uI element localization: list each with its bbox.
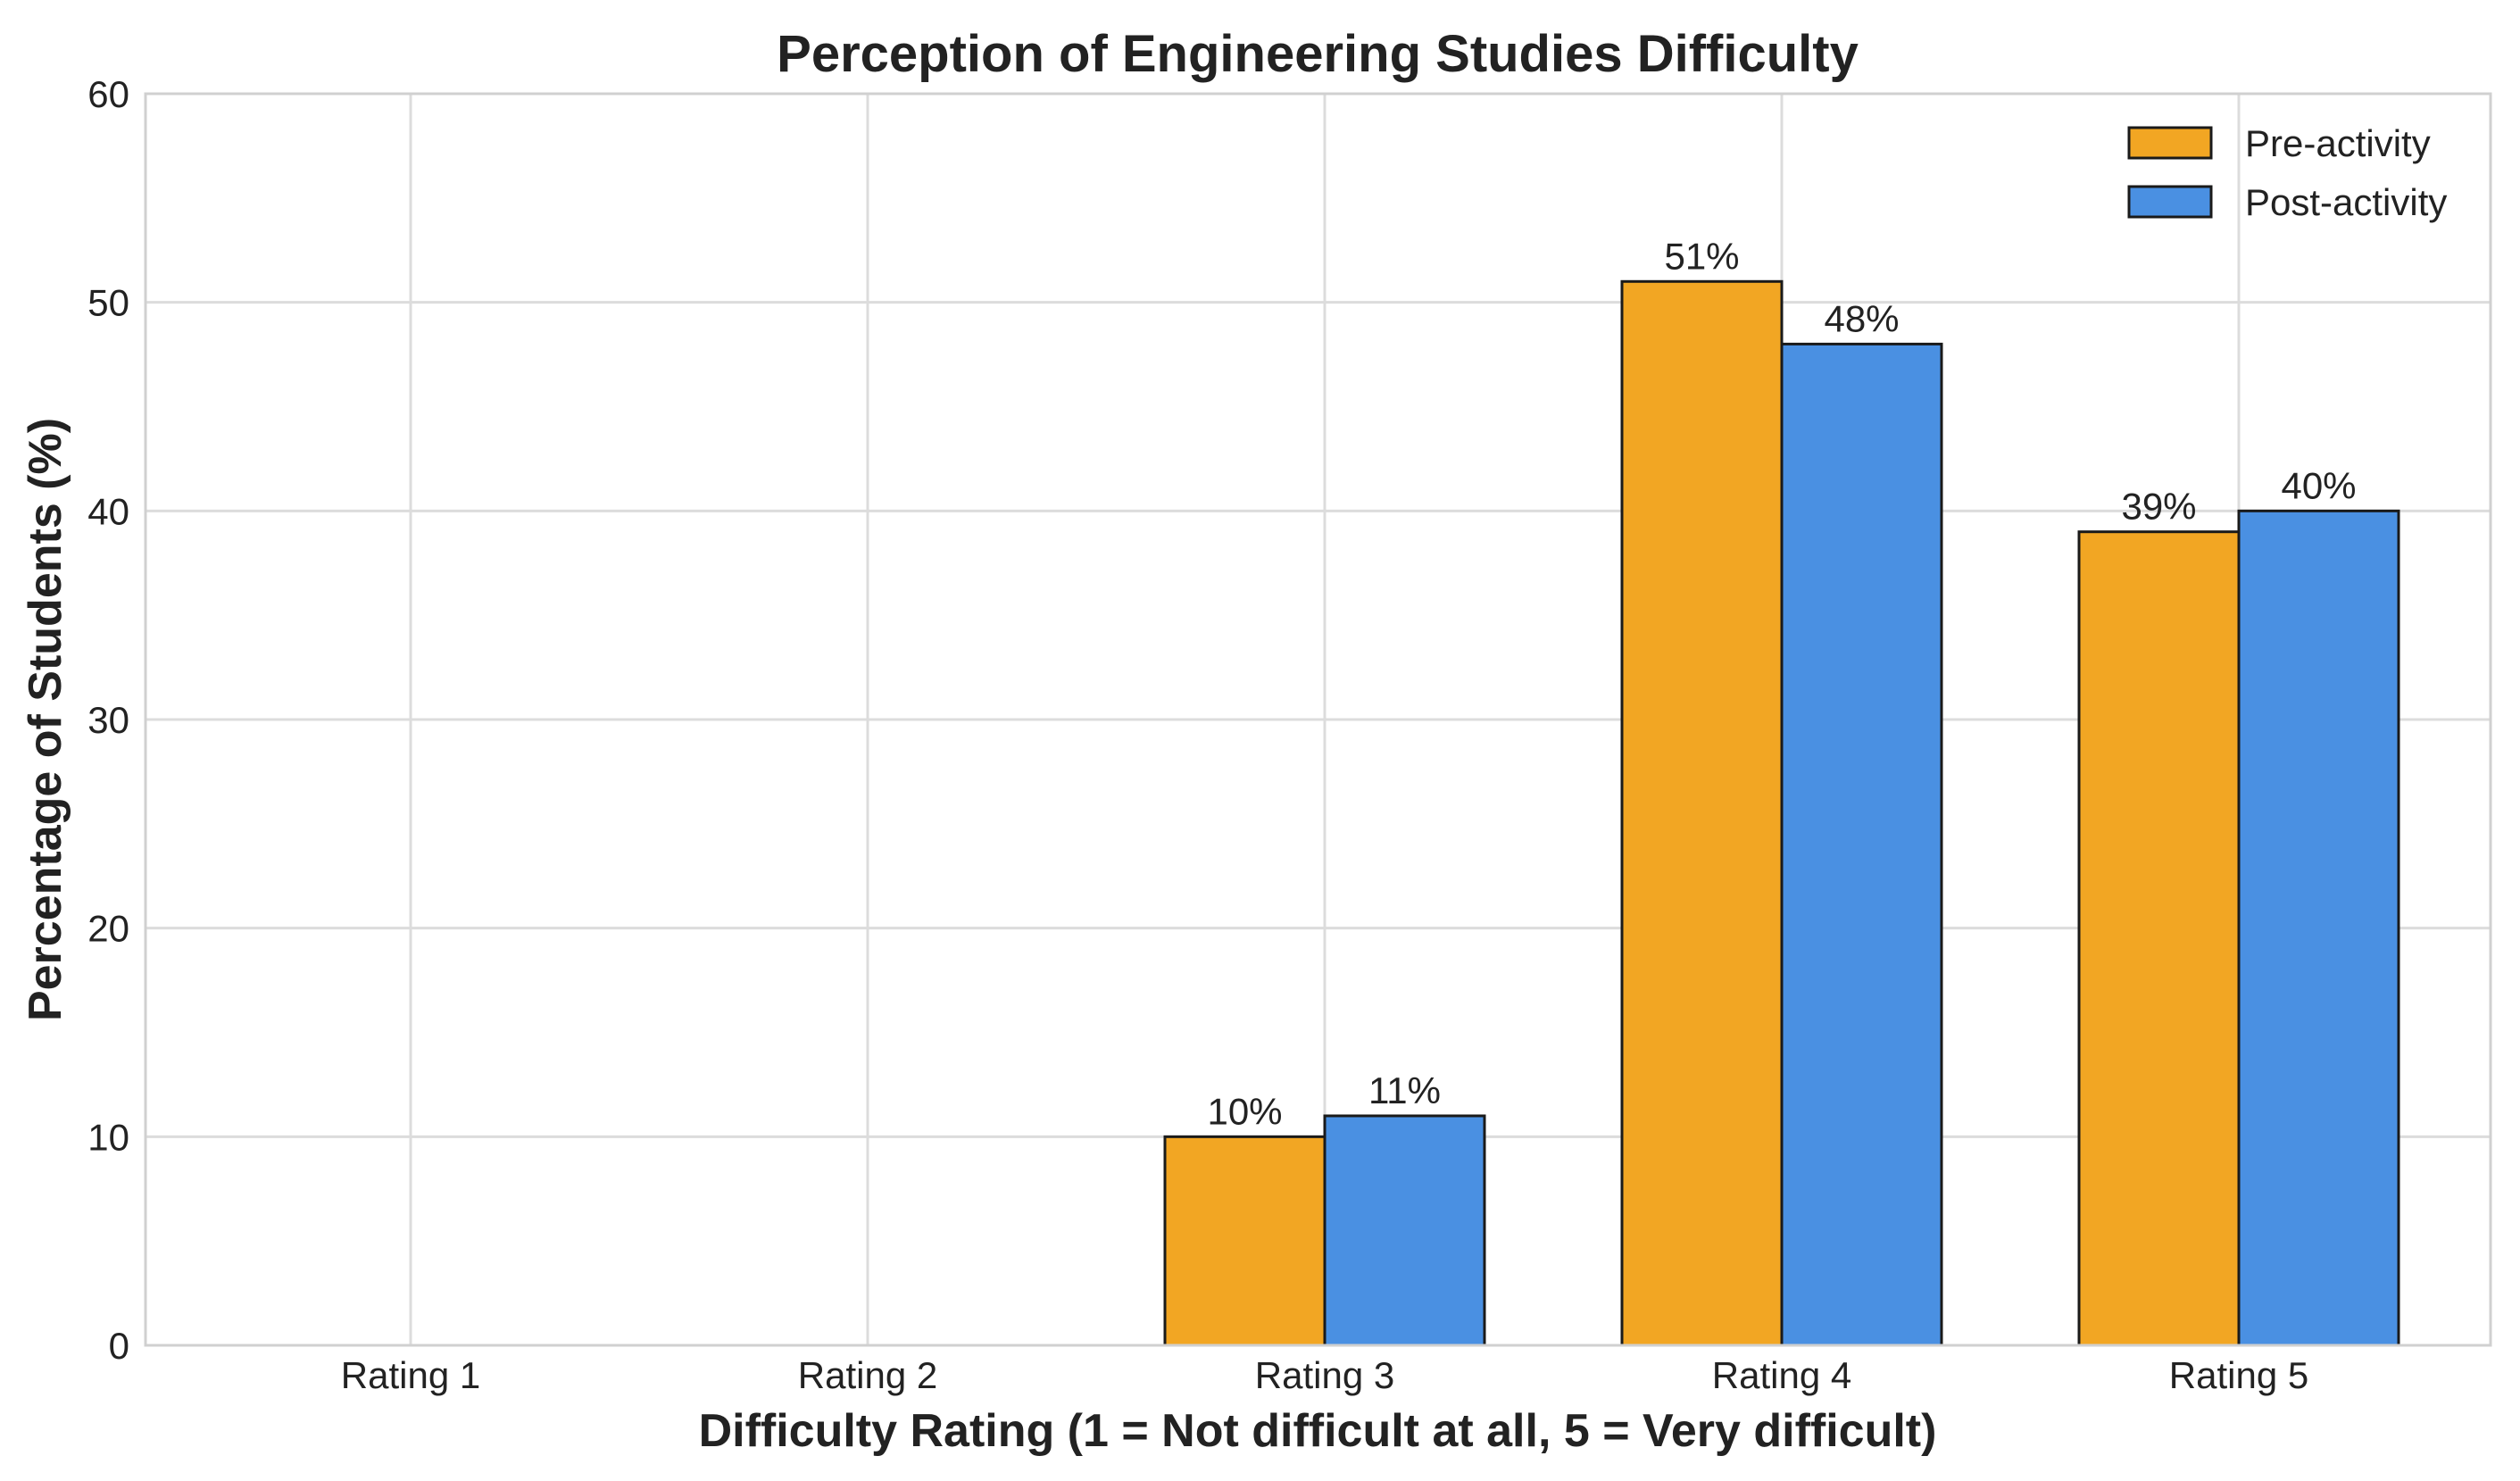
bar-pre-activity — [1163, 1135, 1327, 1347]
legend-swatch-post-activity — [2127, 185, 2213, 219]
legend: Pre-activity Post-activity — [2127, 122, 2447, 223]
legend-label: Post-activity — [2245, 181, 2447, 223]
legend-swatch-pre-activity — [2127, 126, 2213, 160]
bar-value-label: 40% — [2281, 464, 2356, 506]
bar-post-activity — [1323, 1114, 1486, 1347]
chart-title: Perception of Engineering Studies Diffic… — [777, 25, 1859, 83]
y-tick-label: 50 — [87, 282, 129, 324]
bar-value-label: 51% — [1664, 235, 1739, 277]
x-axis-label: Difficulty Rating (1 = Not difficult at … — [699, 1405, 1937, 1457]
x-tick-label: Rating 2 — [798, 1354, 937, 1396]
y-tick-label: 60 — [87, 73, 129, 115]
plot-frame — [144, 92, 2492, 1347]
y-axis-label: Percentage of Students (%) — [20, 418, 71, 1021]
ticks: 0 10 20 30 40 50 60 Rating 1 Rating 2 Rating 3 Rat… — [87, 73, 2308, 1396]
bar-post-activity — [2237, 509, 2400, 1347]
bar-value-label: 11% — [1368, 1069, 1441, 1111]
x-tick-label: Rating 1 — [341, 1354, 480, 1396]
y-tick-label: 0 — [109, 1325, 129, 1367]
x-tick-label: Rating 4 — [1712, 1354, 1851, 1396]
x-tick-label: Rating 5 — [2169, 1354, 2308, 1396]
y-tick-label: 20 — [87, 908, 129, 950]
data-labels: 10% 51% 39% 11% 48% 40% — [1207, 235, 2356, 1132]
legend-label: Pre-activity — [2245, 122, 2431, 164]
bars — [1163, 279, 2400, 1347]
bar-value-label: 39% — [2121, 486, 2196, 528]
bar-post-activity — [1780, 342, 1943, 1347]
x-tick-label: Rating 3 — [1255, 1354, 1394, 1396]
bar-value-label: 48% — [1824, 297, 1899, 339]
bar-pre-activity — [2077, 530, 2241, 1347]
y-tick-label: 10 — [87, 1116, 129, 1158]
bar-value-label: 10% — [1207, 1090, 1282, 1132]
y-tick-label: 40 — [87, 490, 129, 532]
bar-pre-activity — [1620, 279, 1784, 1347]
y-tick-label: 30 — [87, 699, 129, 741]
